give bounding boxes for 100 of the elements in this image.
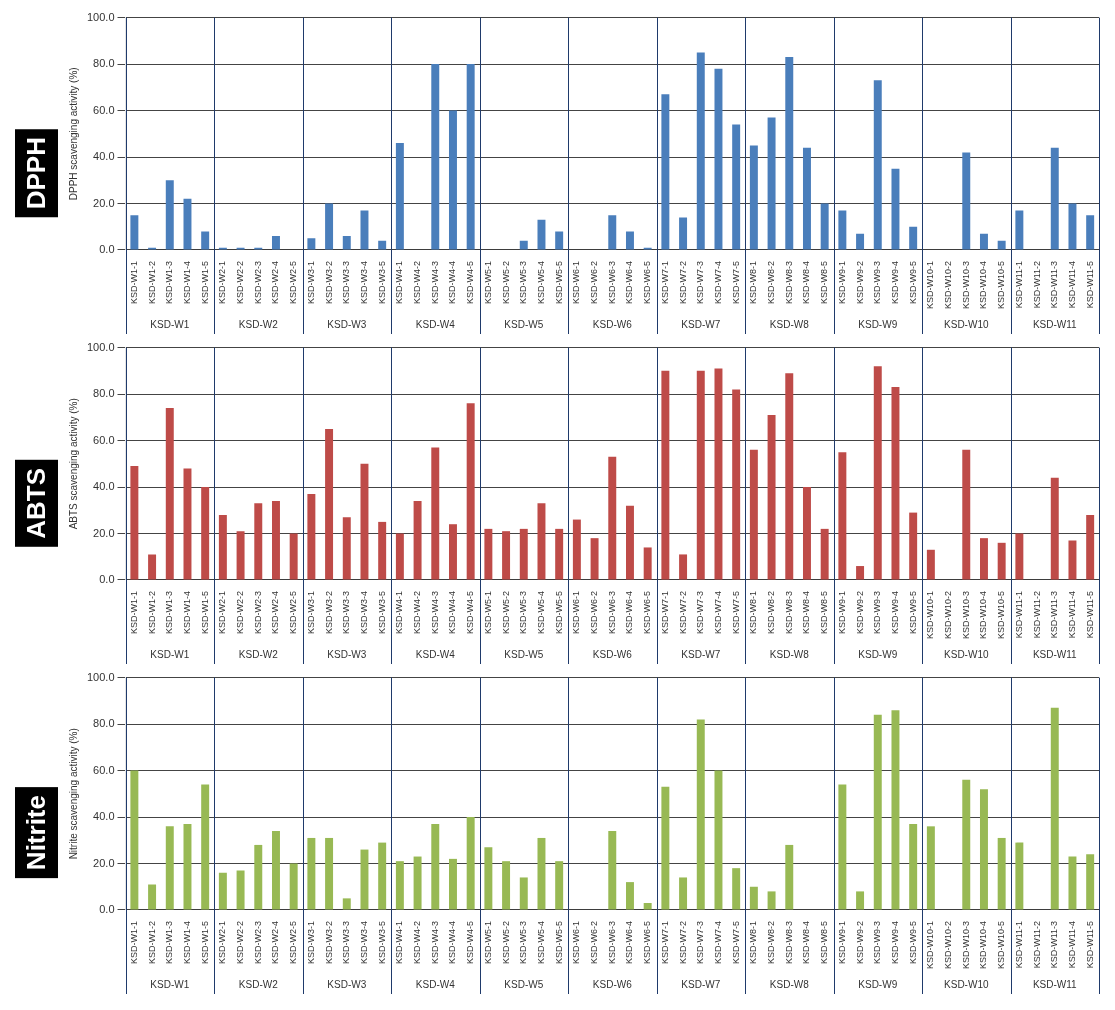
bar: [838, 210, 847, 250]
bar: [802, 487, 811, 580]
y-tick-label: 80.0: [93, 387, 115, 400]
text: KSD-W9: [858, 978, 898, 990]
x-tick-label: KSD-W8-5: [819, 920, 830, 965]
x-tick-label: KSD-W5-3: [518, 590, 529, 635]
x-tick-label: KSD-W7-1: [659, 920, 670, 965]
y-tick-label: 0.0: [99, 573, 115, 586]
bar: [749, 145, 758, 250]
x-tick-label: KSD-W1-4: [181, 920, 192, 965]
bar: [838, 784, 847, 910]
x-tick-label: KSD-W7-2: [677, 920, 688, 965]
x-tick-label: KSD-W9-5: [907, 260, 918, 305]
bar: [378, 521, 387, 580]
bar: [873, 714, 882, 910]
x-tick-label: KSD-W4-1: [394, 920, 405, 965]
bar: [856, 566, 865, 580]
bar: [608, 456, 617, 580]
bar: [891, 168, 900, 250]
text: Nitrite: [14, 787, 58, 879]
x-tick-label: KSD-W3-5: [376, 260, 387, 305]
bar: [997, 240, 1006, 250]
x-tick-label: KSD-W6-3: [606, 590, 617, 635]
bar: [732, 124, 741, 250]
y-tick-label: 100.0: [87, 340, 115, 353]
y-tick-label: 0.0: [99, 903, 115, 916]
x-tick-label: KSD-W1-1: [128, 590, 139, 635]
x-tick-label: KSD-W4-5: [465, 260, 476, 305]
text: KSD-W5: [504, 648, 544, 660]
x-tick-label: KSD-W10-4: [978, 920, 989, 970]
bar: [749, 449, 758, 580]
x-tick-label: KSD-W4-3: [429, 590, 440, 635]
bar: [201, 231, 210, 250]
x-tick-label: KSD-W9-5: [907, 920, 918, 965]
x-tick-label: KSD-W3-3: [341, 590, 352, 635]
y-tick-label: 40.0: [93, 150, 115, 163]
bar: [307, 494, 316, 580]
x-tick-label: KSD-W8-1: [748, 590, 759, 635]
bar: [289, 863, 298, 910]
bar: [785, 373, 794, 580]
bar: [625, 505, 634, 580]
bar: [130, 466, 139, 580]
bar: [555, 528, 564, 580]
x-tick-label: KSD-W9-4: [889, 920, 900, 965]
x-tick-label: KSD-W9-3: [872, 920, 883, 965]
text: KSD-W6: [592, 648, 633, 660]
bar: [1050, 147, 1059, 250]
text: ABTS: [14, 459, 58, 547]
bar: [537, 837, 546, 910]
bar: [360, 849, 369, 910]
y-tick-label: 60.0: [93, 103, 115, 116]
x-tick-label: KSD-W5-4: [535, 920, 546, 965]
x-tick-label: KSD-W11-1: [1013, 590, 1024, 639]
text: KSD-W8: [769, 318, 810, 330]
text: KSD-W10: [944, 978, 989, 990]
text: KSD-W10: [944, 648, 989, 660]
bar: [608, 830, 617, 910]
bar: [962, 152, 971, 250]
x-tick-label: KSD-W10-2: [943, 920, 954, 970]
x-tick-label: KSD-W11-3: [1049, 260, 1060, 309]
bar: [572, 519, 581, 580]
x-tick-label: KSD-W3-2: [323, 260, 334, 305]
x-tick-label: KSD-W5-5: [553, 920, 564, 965]
bar: [714, 770, 723, 910]
bar: [307, 837, 316, 910]
x-tick-label: KSD-W8-4: [801, 260, 812, 305]
bar: [395, 861, 404, 910]
bar: [519, 877, 528, 910]
x-tick-label: KSD-W5-1: [482, 260, 493, 305]
text: KSD-W5: [504, 318, 544, 330]
x-tick-label: KSD-W1-4: [181, 590, 192, 635]
bar: [519, 528, 528, 580]
bar: [183, 824, 192, 910]
bar: [696, 370, 705, 580]
text: KSD-W8: [769, 648, 810, 660]
bar: [342, 236, 351, 250]
x-tick-label: KSD-W5-2: [500, 260, 511, 305]
bar: [643, 903, 652, 910]
x-tick-label: KSD-W10-3: [960, 260, 971, 310]
bar: [342, 898, 351, 910]
bar: [201, 784, 210, 910]
y-axis-title: Nitrite scavenging activity (%): [67, 728, 79, 860]
x-tick-label: KSD-W4-2: [412, 590, 423, 635]
bar: [856, 233, 865, 250]
x-tick-label: KSD-W7-2: [677, 590, 688, 635]
x-tick-label: KSD-W9-5: [907, 590, 918, 635]
bar: [767, 414, 776, 580]
bar: [909, 512, 918, 580]
x-tick-label: KSD-W2-2: [235, 590, 246, 635]
bar: [271, 830, 280, 910]
x-tick-label: KSD-W4-3: [429, 920, 440, 965]
x-tick-label: KSD-W3-2: [323, 590, 334, 635]
bar: [342, 517, 351, 580]
x-tick-label: KSD-W7-4: [712, 920, 723, 965]
x-tick-label: KSD-W4-4: [447, 260, 458, 305]
x-tick-label: KSD-W1-1: [128, 920, 139, 965]
bar: [714, 68, 723, 250]
text: KSD-W7: [681, 648, 721, 660]
x-tick-label: KSD-W6-2: [589, 590, 600, 635]
x-tick-label: KSD-W1-5: [199, 260, 210, 305]
